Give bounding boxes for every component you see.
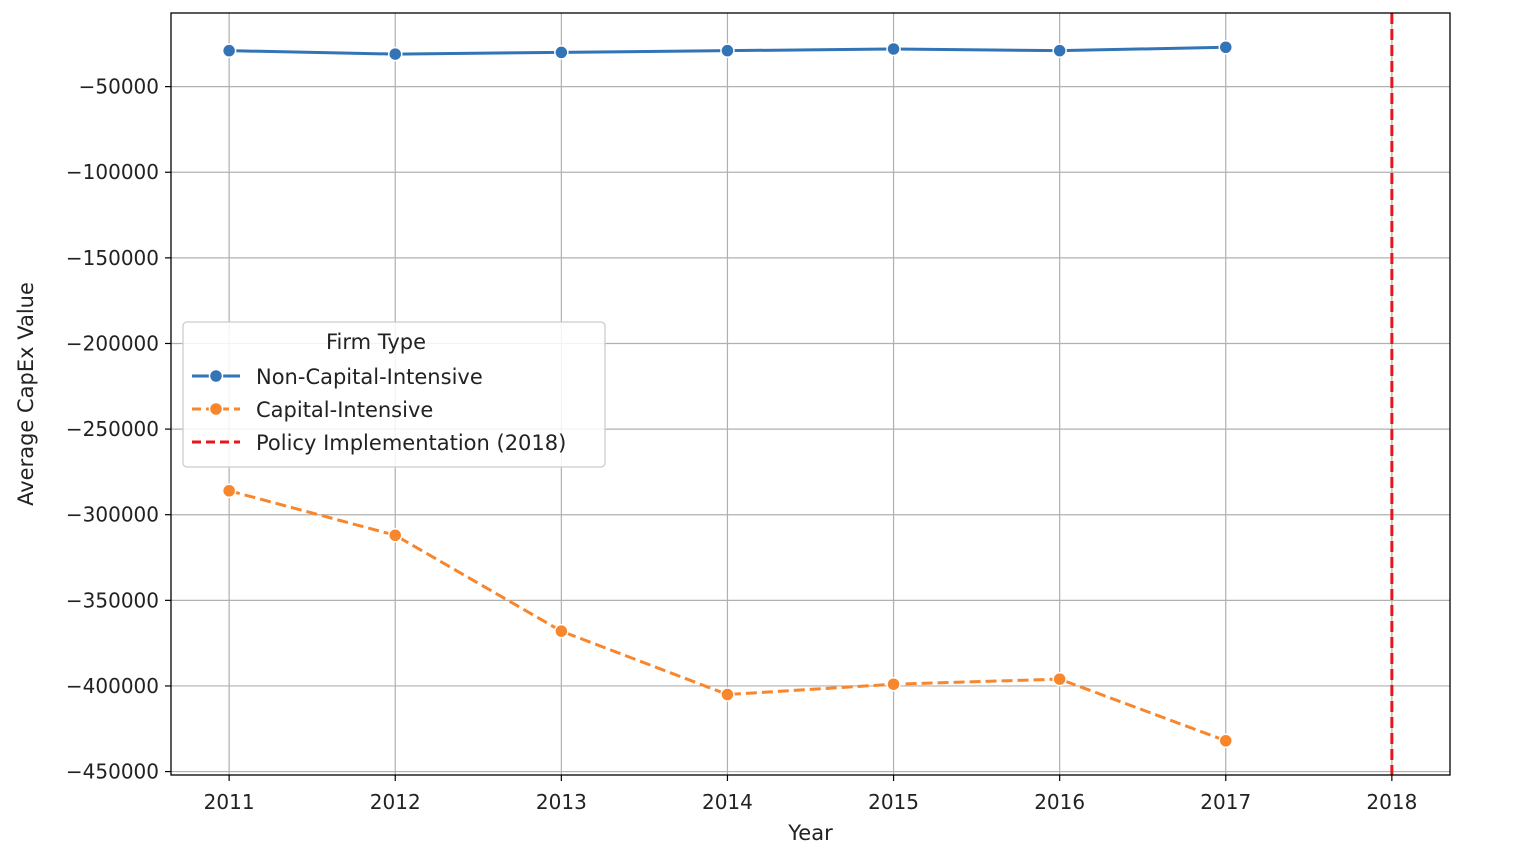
y-tick-label: −200000 — [66, 331, 159, 355]
series-point-0 — [1218, 39, 1234, 55]
series-point-0 — [720, 43, 735, 58]
legend-title: Firm Type — [326, 330, 426, 354]
series-point-0 — [1052, 43, 1067, 58]
y-tick-label: −150000 — [66, 246, 159, 270]
legend-marker-0 — [208, 368, 224, 384]
y-tick-label: −100000 — [66, 160, 159, 184]
series-point-0 — [221, 43, 237, 58]
x-tick-label: 2017 — [1200, 790, 1251, 814]
series-point-0 — [886, 41, 901, 57]
x-tick-label: 2013 — [536, 790, 587, 814]
x-tick-label: 2015 — [868, 790, 919, 814]
legend-label-1: Capital-Intensive — [256, 398, 433, 422]
series-point-0 — [387, 46, 403, 62]
x-tick-label: 2014 — [702, 790, 753, 814]
y-axis: −50000 −100000 −150000 −200000 −250000 −30000… — [66, 75, 171, 784]
legend: Firm Type Non-Capital-Intensive Capital-In… — [182, 321, 606, 468]
x-axis-title: Year — [787, 821, 833, 844]
legend-label-2: Policy Implementation (2018) — [256, 431, 566, 455]
series-point-1 — [221, 483, 237, 498]
series-point-1 — [1052, 671, 1067, 687]
y-tick-label: −400000 — [66, 674, 159, 698]
y-tick-label: −50000 — [79, 75, 159, 99]
y-tick-label: −450000 — [66, 760, 159, 784]
series-point-1 — [1218, 733, 1234, 749]
series-point-1 — [886, 676, 901, 692]
x-tick-label: 2018 — [1366, 790, 1417, 814]
series-point-1 — [554, 623, 569, 639]
y-tick-label: −250000 — [66, 417, 159, 441]
legend-box — [182, 321, 606, 468]
y-tick-label: −350000 — [66, 588, 159, 612]
series — [221, 39, 1234, 749]
x-tick-label: 2011 — [204, 790, 255, 814]
y-axis-title: Average CapEx Value — [14, 282, 38, 506]
series-point-0 — [554, 45, 569, 60]
legend-label-0: Non-Capital-Intensive — [256, 365, 483, 389]
x-tick-label: 2016 — [1034, 790, 1085, 814]
x-tick-label: 2012 — [370, 790, 421, 814]
plot-frame — [170, 12, 1451, 776]
series-point-1 — [720, 687, 735, 702]
series-point-1 — [387, 528, 403, 543]
legend-marker-1 — [208, 401, 224, 417]
y-tick-label: −300000 — [66, 503, 159, 527]
x-axis: 2011 2012 2013 2014 2015 2016 2017 2018 — [204, 775, 1417, 814]
